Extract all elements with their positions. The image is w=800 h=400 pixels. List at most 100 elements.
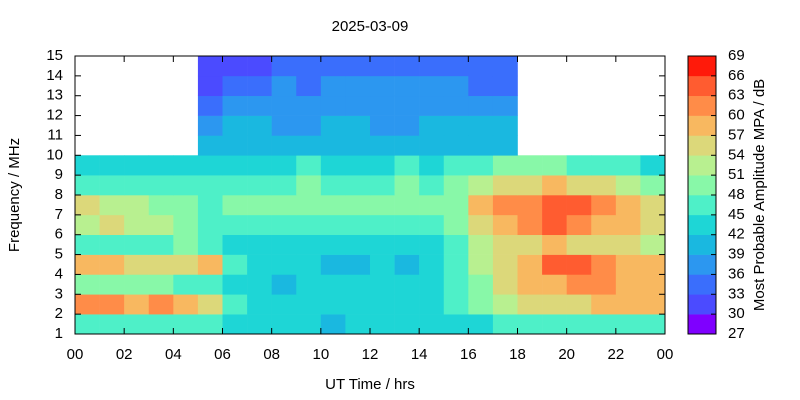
heat-cell <box>468 155 494 176</box>
heat-cell <box>517 254 543 275</box>
heat-cell <box>320 115 346 136</box>
heat-cell <box>394 234 420 255</box>
heat-cell <box>99 175 125 196</box>
heat-cell <box>640 214 666 236</box>
x-tick-label: 06 <box>214 346 231 363</box>
heat-cell <box>320 274 346 295</box>
x-tick-label: 14 <box>411 346 428 363</box>
heat-cell <box>566 314 592 335</box>
heat-cell <box>99 274 125 295</box>
heat-cell <box>615 175 641 196</box>
heat-cell <box>640 195 666 216</box>
heat-cell <box>345 314 371 335</box>
heat-cell <box>566 155 592 176</box>
heat-cell <box>591 234 617 255</box>
heat-cell <box>124 175 150 196</box>
heat-cell <box>542 195 567 216</box>
heat-cell <box>247 56 272 77</box>
heat-cell <box>542 155 567 176</box>
heat-cell <box>370 115 395 136</box>
chart-title: 2025-03-09 <box>332 18 409 35</box>
heat-cell <box>222 214 248 236</box>
heat-cell <box>247 274 272 295</box>
heat-cell <box>468 274 494 295</box>
heat-cell <box>271 75 297 97</box>
heat-cell <box>271 314 297 335</box>
heat-cell <box>148 155 174 176</box>
heat-cell <box>615 195 641 216</box>
heat-cell <box>468 95 494 116</box>
heat-cell <box>419 254 445 275</box>
heat-cell <box>197 175 223 196</box>
heat-cell <box>542 314 567 335</box>
heat-cell <box>222 195 248 216</box>
heat-cell <box>99 214 125 236</box>
heat-cell <box>591 214 617 236</box>
heat-cell <box>492 56 518 77</box>
heat-cell <box>492 254 518 275</box>
heat-cell <box>566 254 592 275</box>
heat-cell <box>296 294 322 315</box>
heat-cell <box>222 135 248 156</box>
y-tick-label: 9 <box>55 166 63 183</box>
heat-cell <box>468 314 494 335</box>
heat-cell <box>492 234 518 255</box>
heat-cell <box>443 135 469 156</box>
heat-cell <box>517 155 543 176</box>
heat-cell <box>99 254 125 275</box>
heat-cell <box>173 175 199 196</box>
heat-cell <box>197 75 223 97</box>
heat-cell <box>443 294 469 315</box>
y-tick-label: 13 <box>46 87 63 104</box>
heat-cell <box>419 234 445 255</box>
heat-cell <box>247 175 272 196</box>
heat-cell <box>517 195 543 216</box>
heat-cell <box>320 234 346 255</box>
heat-cell <box>247 115 272 136</box>
heat-cell <box>370 274 395 295</box>
y-tick-label: 15 <box>46 47 63 64</box>
heat-cell <box>443 214 469 236</box>
heat-cell <box>640 155 666 176</box>
heat-cell <box>296 115 322 136</box>
colorbar-tick-label: 42 <box>728 226 745 243</box>
heat-cell <box>640 274 666 295</box>
x-tick-label: 00 <box>67 346 84 363</box>
heat-cell <box>591 314 617 335</box>
heat-cell <box>222 294 248 315</box>
y-tick-label: 8 <box>55 186 63 203</box>
heat-cell <box>247 314 272 335</box>
y-tick-label: 1 <box>55 325 63 342</box>
heat-cell <box>345 195 371 216</box>
colorbar-band <box>688 274 716 295</box>
heat-cell <box>320 95 346 116</box>
heat-cell <box>197 195 223 216</box>
heat-cell <box>615 214 641 236</box>
heat-cell <box>419 56 445 77</box>
heat-cell <box>173 214 199 236</box>
heat-cell <box>124 314 150 335</box>
heat-cell <box>99 195 125 216</box>
heat-cell <box>222 254 248 275</box>
y-tick-label: 6 <box>55 226 63 243</box>
heat-cell <box>99 314 125 335</box>
heat-cell <box>247 135 272 156</box>
heat-cell <box>394 95 420 116</box>
heat-cell <box>370 195 395 216</box>
colorbar-tick-label: 54 <box>728 146 745 163</box>
colorbar-band <box>688 234 716 255</box>
heat-cell <box>345 234 371 255</box>
heat-cell <box>542 254 567 275</box>
heat-cell <box>296 195 322 216</box>
heat-cell <box>566 175 592 196</box>
heat-cell <box>320 75 346 97</box>
heat-cell <box>468 175 494 196</box>
heat-cell <box>566 195 592 216</box>
heat-cell <box>197 214 223 236</box>
heat-cell <box>517 175 543 196</box>
heat-cell <box>197 95 223 116</box>
heat-cell <box>566 274 592 295</box>
heat-cell <box>517 314 543 335</box>
heat-cell <box>345 115 371 136</box>
